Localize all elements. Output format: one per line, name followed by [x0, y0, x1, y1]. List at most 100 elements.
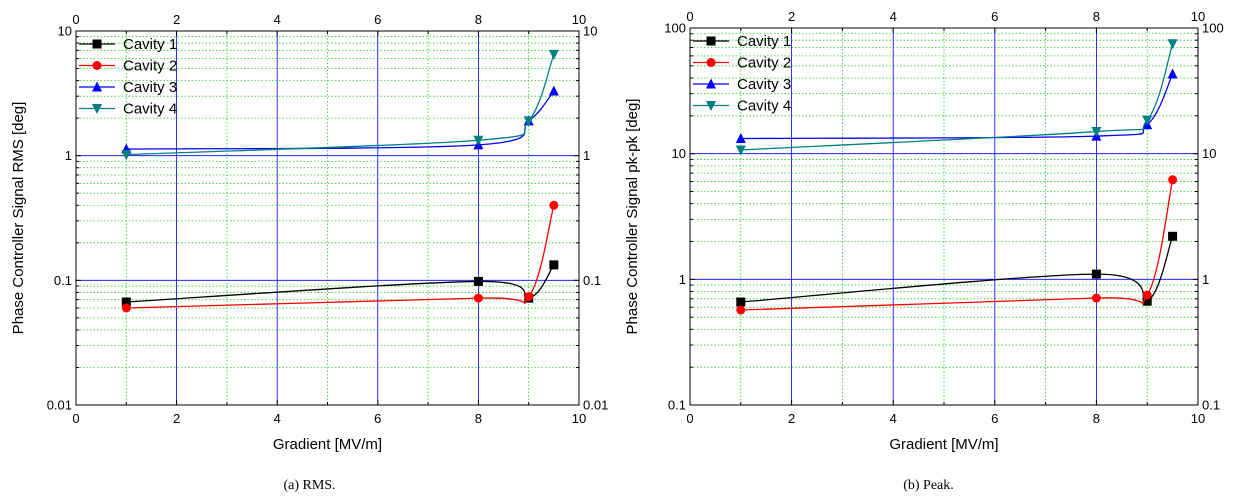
data-point — [473, 293, 483, 303]
data-point — [1142, 296, 1152, 306]
major-grid — [76, 31, 579, 405]
x-tick-label: 6 — [374, 411, 381, 426]
x-tick-label-top: 6 — [374, 12, 381, 27]
x-tick-label: 0 — [72, 411, 79, 426]
caption-rms: (a) RMS. — [283, 478, 336, 493]
x-tick-label-top: 10 — [1191, 9, 1205, 24]
legend-label: Cavity 2 — [123, 58, 177, 75]
data-point — [548, 85, 559, 96]
legend-marker — [92, 39, 102, 49]
data-point — [1168, 231, 1178, 241]
x-tick-label-top: 0 — [686, 9, 693, 24]
data-point — [473, 276, 483, 286]
data-point — [1091, 293, 1101, 303]
x-tick-label: 6 — [991, 411, 998, 426]
legend-label: Cavity 4 — [737, 98, 791, 115]
series-4 — [735, 39, 1178, 156]
data-point — [121, 303, 131, 313]
y-tick-label-right: 10 — [1202, 146, 1216, 161]
x-tick-label: 8 — [475, 411, 482, 426]
x-tick-label-top: 6 — [991, 9, 998, 24]
series-4 — [121, 49, 559, 161]
data-point — [121, 297, 131, 307]
series-line — [126, 205, 555, 309]
legend-label: Cavity 3 — [123, 79, 177, 96]
legend-marker — [92, 61, 102, 70]
caption-peak: (b) Peak. — [903, 478, 954, 493]
legend-marker — [706, 78, 716, 89]
legend-label: Cavity 4 — [123, 101, 177, 118]
x-tick-label: 4 — [274, 411, 281, 426]
data-point — [523, 116, 534, 127]
legend-label: Cavity 1 — [737, 33, 791, 50]
data-point — [1142, 290, 1152, 300]
legend-label: Cavity 1 — [123, 36, 177, 53]
series-1 — [736, 231, 1178, 307]
data-point — [736, 305, 746, 315]
y-tick-label: 0.01 — [47, 398, 72, 413]
y-tick-label-right: 0.1 — [583, 273, 601, 288]
legend-marker — [92, 104, 102, 114]
y-tick-label: 1 — [65, 148, 72, 163]
x-tick-label-top: 8 — [1093, 9, 1100, 24]
ticks — [689, 27, 1199, 406]
legend: Cavity 1 Cavity 2 Cavity 3 Cavity 4 — [79, 36, 177, 118]
data-point — [1167, 39, 1178, 50]
x-tick-label: 2 — [173, 411, 180, 426]
data-point — [1168, 175, 1178, 185]
data-point — [121, 150, 132, 161]
ticks — [75, 30, 580, 406]
data-point — [735, 133, 746, 144]
series-line — [126, 264, 555, 303]
series-line — [740, 43, 1174, 151]
series-3 — [735, 68, 1178, 144]
x-tick-label-top: 8 — [475, 12, 482, 27]
y-tick-label-right: 100 — [1202, 21, 1224, 36]
y-tick-label-right: 0.01 — [583, 398, 608, 413]
y-tick-label: 1 — [679, 272, 686, 287]
data-point — [549, 260, 559, 270]
data-point — [736, 297, 746, 307]
data-point — [1167, 68, 1178, 79]
major-grid — [690, 28, 1198, 405]
legend-label: Cavity 2 — [737, 55, 791, 72]
series-line — [126, 54, 555, 156]
x-tick-label-top: 4 — [890, 9, 897, 24]
chart-panel-peak: 0 0 2 2 4 4 6 6 8 8 10 10 0.1 0.1 1 1 10 10 100 100 Gradient… — [619, 0, 1238, 502]
y-axis-label: Phase Controller Signal pk-pk [deg] — [624, 99, 641, 335]
x-axis-label: Gradient [MV/m] — [273, 436, 382, 453]
data-point — [473, 135, 484, 146]
chart-panel-rms: 0 0 2 2 4 4 6 6 8 8 10 10 0.01 0.01 0.1 0.1 1 1 10 10 Gradie… — [10, 12, 608, 493]
y-tick-label-right: 0.1 — [1202, 398, 1220, 413]
y-tick-label: 0.1 — [54, 273, 72, 288]
series-line — [740, 73, 1174, 140]
x-tick-label-top: 10 — [572, 12, 586, 27]
x-tick-label: 4 — [890, 411, 897, 426]
legend-marker — [706, 58, 716, 67]
x-tick-label: 10 — [1191, 411, 1205, 426]
y-tick-label: 0.1 — [668, 398, 686, 413]
y-tick-label-right: 1 — [1202, 272, 1209, 287]
series-line — [740, 236, 1174, 303]
series-line — [126, 90, 555, 150]
series-line — [740, 179, 1174, 311]
x-tick-label: 10 — [572, 411, 586, 426]
legend-marker — [706, 36, 716, 46]
data-point — [524, 292, 534, 302]
series-2 — [736, 175, 1178, 315]
data-point — [1091, 127, 1102, 138]
x-axis-label: Gradient [MV/m] — [889, 436, 998, 453]
legend-label: Cavity 3 — [737, 76, 791, 93]
y-tick-label: 100 — [664, 21, 686, 36]
x-tick-label-top: 0 — [72, 12, 79, 27]
x-tick-label: 2 — [788, 411, 795, 426]
legend-marker — [92, 81, 102, 92]
data-point — [549, 200, 559, 210]
minor-grid — [76, 31, 579, 405]
data-point — [1091, 269, 1101, 279]
x-tick-label: 8 — [1093, 411, 1100, 426]
x-tick-label-top: 2 — [788, 9, 795, 24]
series-3 — [121, 85, 559, 154]
